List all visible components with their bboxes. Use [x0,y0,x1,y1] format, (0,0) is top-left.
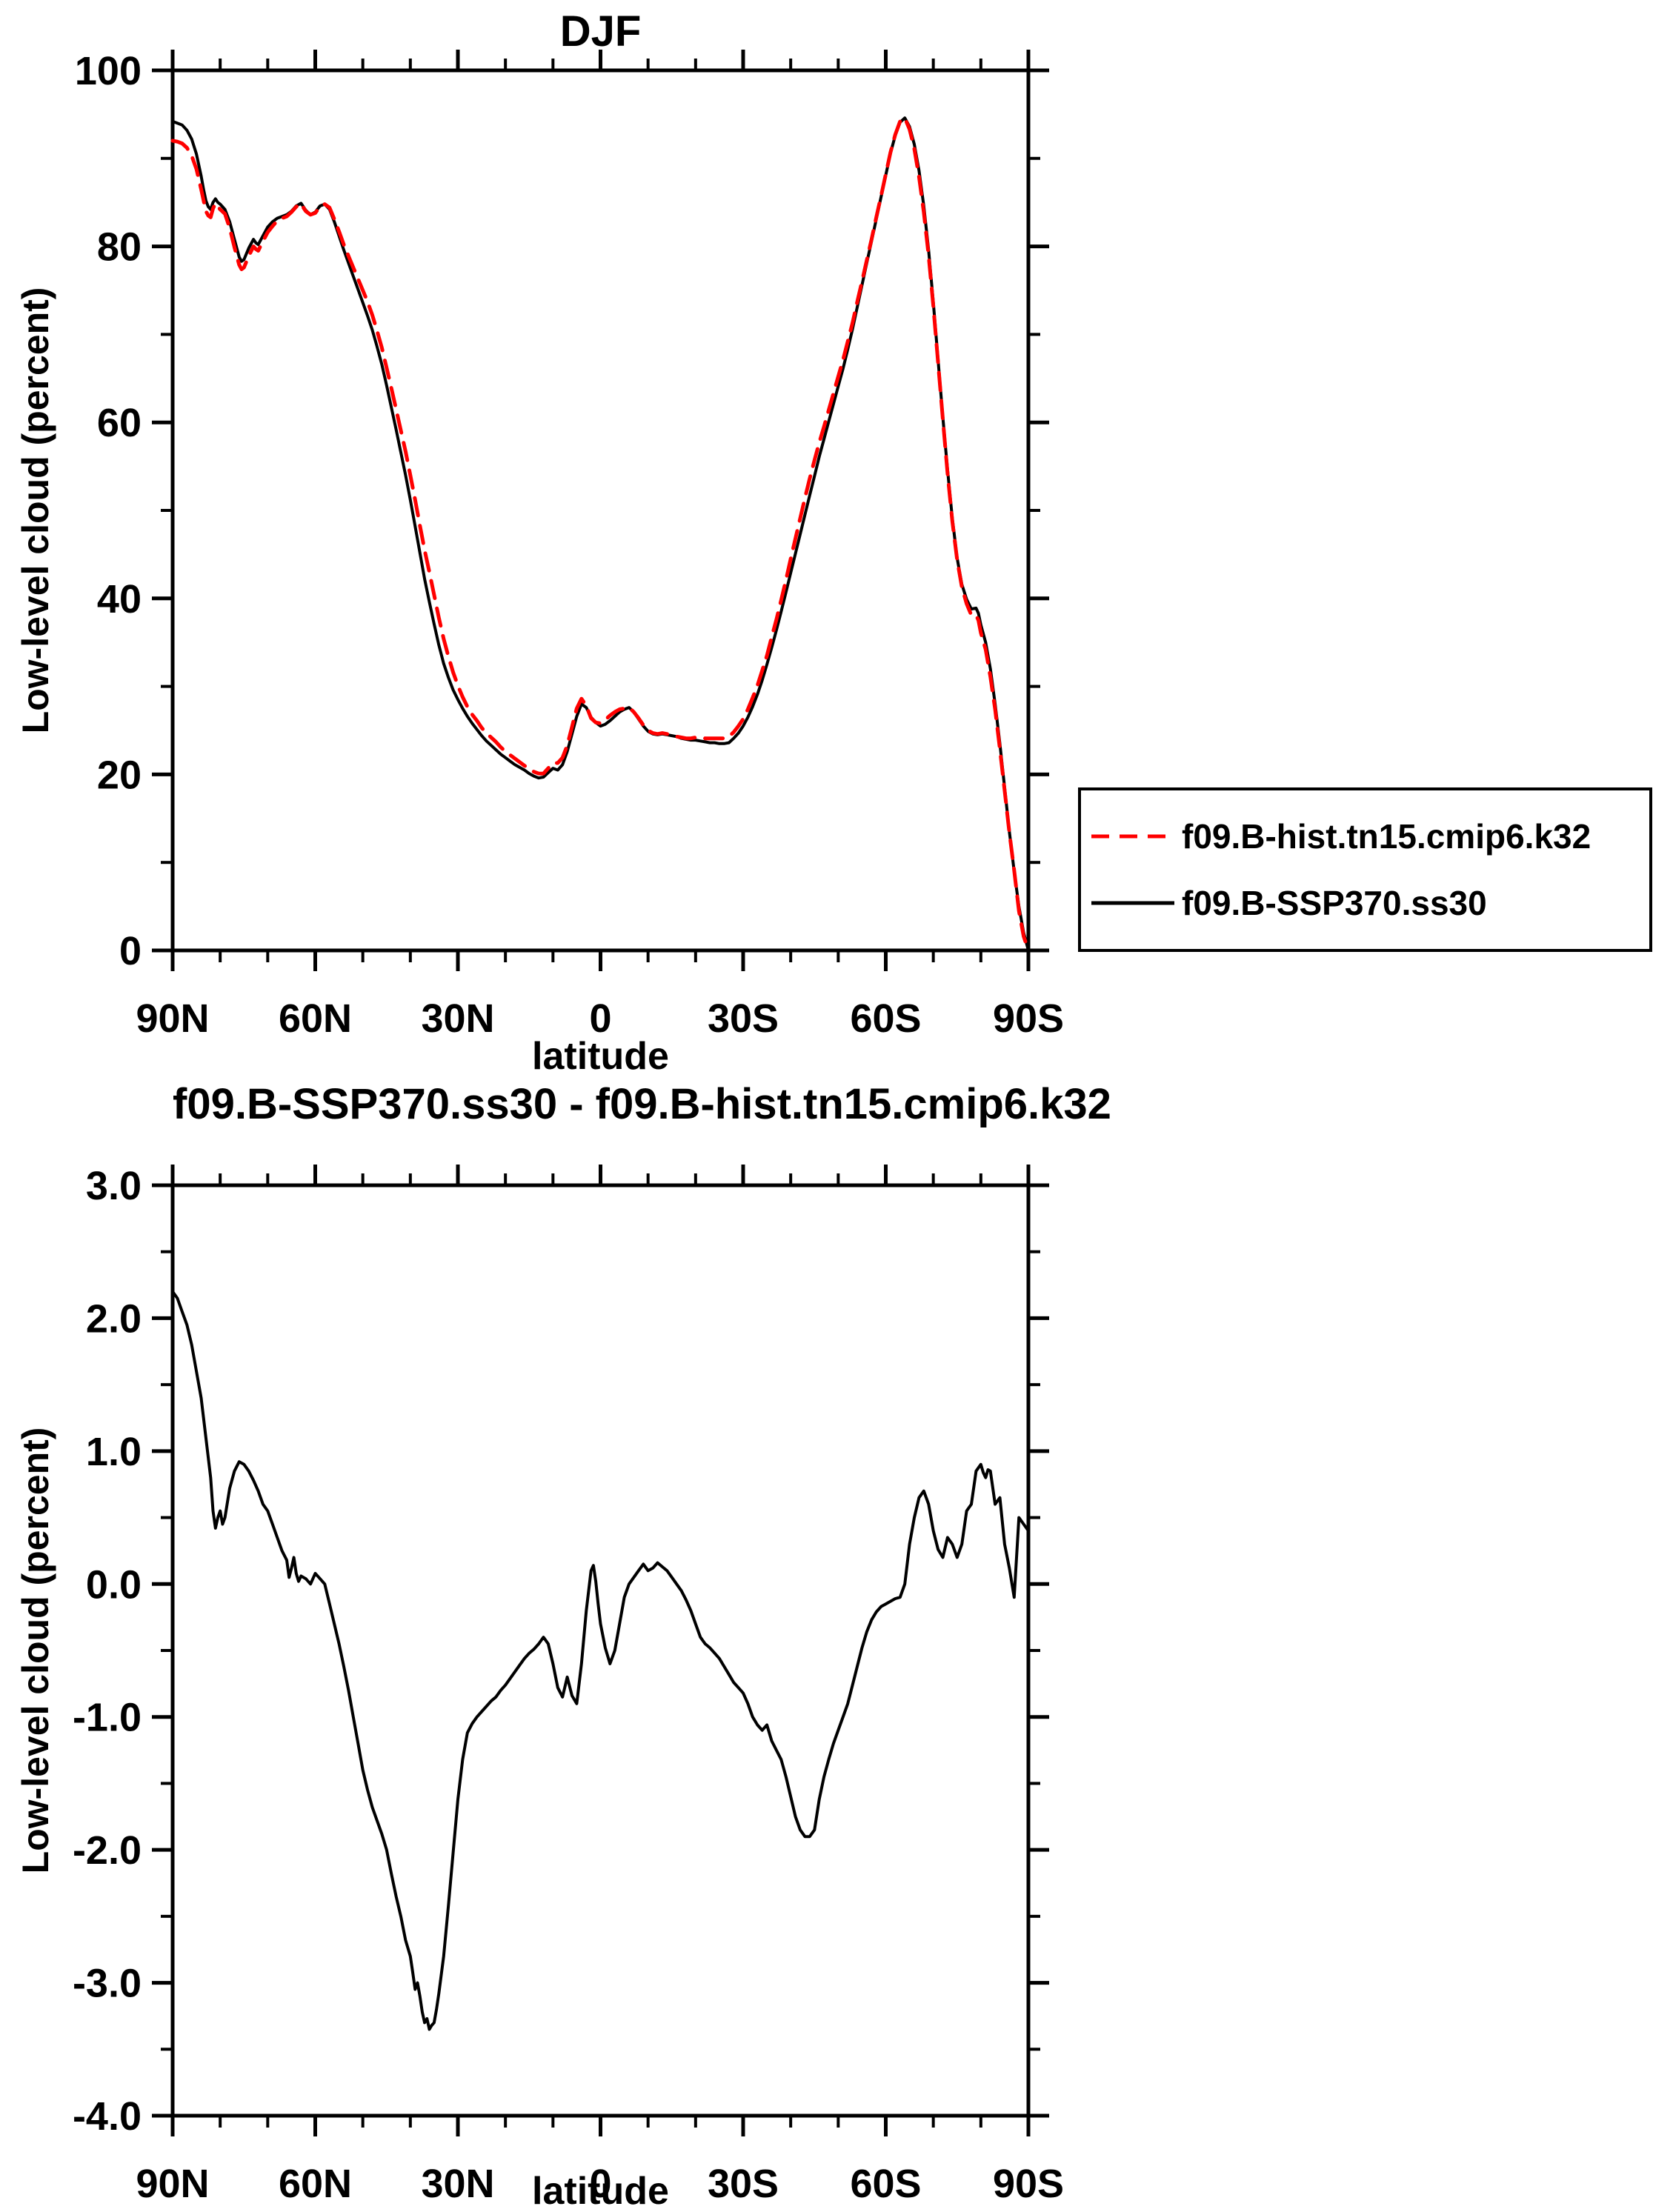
y-tick-label: -3.0 [73,1962,142,2006]
bottom-chart-x-axis-label: latitude [532,2170,669,2212]
x-tick-label: 30S [708,2162,779,2206]
bottom-chart-y-axis-label: Low-level cloud (percent) [15,1427,56,1874]
y-tick-label: 0.0 [86,1562,142,1607]
top-chart-y-axis-label: Low-level cloud (percent) [15,287,56,734]
legend: f09.B-hist.tn15.cmip6.k32 f09.B-SSP370.s… [1078,787,1652,952]
black-solid-line-icon [1091,899,1174,907]
x-tick-label: 30S [708,996,779,1041]
x-tick-label: 90S [993,996,1064,1041]
x-tick-label: 90N [136,996,209,1041]
series-line-difference (SSP370 minus hist) [171,1290,1030,2031]
y-tick-label: 2.0 [86,1296,142,1341]
x-tick-label: 90S [993,2162,1064,2206]
y-tick-label: 80 [97,225,142,270]
legend-label-hist: f09.B-hist.tn15.cmip6.k32 [1182,817,1591,856]
x-tick-label: 0 [589,2162,611,2206]
series-line-f09.B-hist.tn15.cmip6.k32 [170,116,1031,953]
legend-item-ssp370: f09.B-SSP370.ss30 [1081,883,1649,923]
y-tick-label: 1.0 [86,1430,142,1474]
y-tick-label: 3.0 [86,1164,142,1208]
y-tick-label: 60 [97,401,142,445]
top-chart-title: DJF [559,7,642,56]
x-tick-label: 60N [279,2162,352,2206]
y-tick-label: 0 [119,929,142,973]
x-tick-label: 90N [136,2162,209,2206]
x-tick-label: 60S [850,996,921,1041]
x-tick-label: 30N [421,2162,494,2206]
x-tick-label: 0 [589,996,611,1041]
y-tick-label: -2.0 [73,1828,142,1873]
y-tick-label: 20 [97,753,142,797]
y-tick-label: -4.0 [73,2094,142,2139]
bottom-chart-title: f09.B-SSP370.ss30 - f09.B-hist.tn15.cmip… [173,1080,1111,1128]
red-dashed-line-icon [1091,833,1174,840]
legend-label-ssp370: f09.B-SSP370.ss30 [1182,883,1487,922]
series-line-f09.B-SSP370.ss30 [171,116,1030,952]
x-tick-label: 60N [279,996,352,1041]
plot-frame [170,1183,1031,2118]
x-tick-label: 30N [421,996,494,1041]
y-tick-label: 40 [97,577,142,622]
legend-item-hist: f09.B-hist.tn15.cmip6.k32 [1081,816,1649,856]
top-chart-x-axis-label: latitude [532,1035,669,1078]
y-tick-label: -1.0 [73,1696,142,1740]
y-tick-label: 100 [75,49,142,93]
x-tick-label: 60S [850,2162,921,2206]
